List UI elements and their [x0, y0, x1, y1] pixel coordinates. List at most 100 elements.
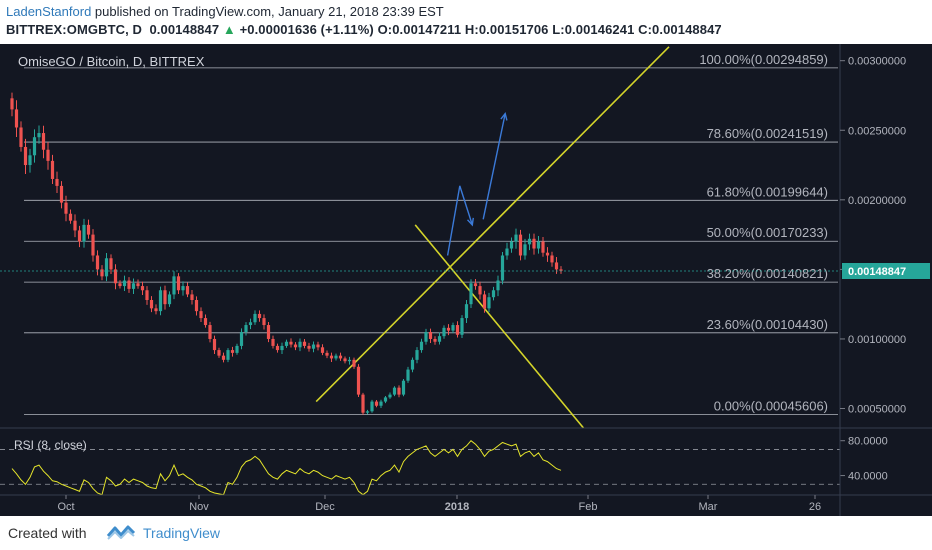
- candle-body: [518, 234, 523, 256]
- low-label: L:: [552, 22, 565, 37]
- candle-body: [140, 286, 145, 291]
- candle-body: [469, 283, 473, 305]
- fib-level-label: 50.00%(0.00170233): [707, 225, 828, 240]
- projection-arrow[interactable]: [446, 185, 473, 256]
- candle-body: [118, 283, 122, 287]
- candle-body: [28, 155, 32, 166]
- candle-body: [559, 269, 563, 271]
- close-value: 0.00148847: [652, 22, 722, 37]
- candle-body: [14, 109, 19, 128]
- candle-body: [203, 318, 208, 326]
- current-price-badge: [842, 262, 930, 279]
- price-tick-label: 0.00200000: [848, 195, 906, 207]
- drawing-annotations[interactable]: [315, 46, 670, 429]
- footer: Created with TradingView: [0, 516, 932, 550]
- publish-info: published on TradingView.com, January 21…: [94, 4, 444, 19]
- candle-body: [91, 234, 95, 256]
- candle-body: [212, 338, 217, 351]
- candle-body: [50, 160, 55, 179]
- candle-body: [361, 394, 365, 413]
- candle-body: [491, 290, 496, 298]
- rsi-line: [11, 440, 562, 496]
- rsi-pane: 80.0000 40.0000: [0, 436, 888, 496]
- created-with-label: Created with: [8, 525, 87, 541]
- candle-body: [514, 234, 518, 242]
- candle-body: [194, 300, 199, 312]
- time-tick-label: Feb: [579, 501, 598, 513]
- candle-body: [392, 387, 397, 395]
- candle-body: [509, 241, 514, 249]
- candle-body: [428, 332, 433, 339]
- candle-body: [122, 280, 127, 287]
- candle-body: [298, 341, 302, 348]
- candle-body: [343, 358, 347, 362]
- candle-body: [554, 262, 559, 270]
- candle-body: [451, 325, 455, 331]
- candle-body: [100, 269, 104, 277]
- candle-body: [433, 338, 437, 342]
- candle-body: [280, 345, 284, 351]
- candle-body: [446, 327, 451, 331]
- tradingview-logo-icon[interactable]: [106, 524, 136, 542]
- candle-body: [109, 258, 113, 270]
- candle-body: [388, 394, 392, 398]
- candle-body: [23, 146, 28, 166]
- candle-body: [154, 308, 158, 312]
- candle-body: [410, 359, 415, 370]
- candle-body: [352, 359, 356, 367]
- candle-body: [41, 133, 46, 150]
- candle-body: [248, 322, 253, 326]
- candle-body: [226, 350, 230, 360]
- open-value: 0.00147211: [392, 22, 462, 37]
- candle-body: [257, 313, 262, 319]
- fib-level-label: 78.60%(0.00241519): [707, 126, 828, 141]
- candle-body: [464, 304, 469, 319]
- candle-body: [334, 355, 338, 359]
- candle-body: [190, 294, 194, 300]
- chart-title: OmiseGO / Bitcoin, D, BITTREX: [18, 54, 205, 69]
- time-tick-label: Dec: [315, 501, 335, 513]
- candle-body: [356, 366, 361, 395]
- candle-body: [59, 185, 64, 203]
- projection-arrow[interactable]: [482, 113, 506, 220]
- candle-body: [347, 359, 352, 362]
- candle-body: [244, 325, 248, 332]
- candle-body: [365, 411, 370, 413]
- candle-body: [239, 332, 244, 346]
- candle-body: [536, 241, 541, 249]
- trend-line[interactable]: [414, 224, 585, 429]
- price-tick-label: 0.00300000: [848, 56, 906, 68]
- trend-line[interactable]: [315, 46, 670, 403]
- candle-body: [500, 255, 505, 281]
- candle-body: [293, 344, 298, 348]
- candle-body: [262, 318, 266, 326]
- time-tick-label: Nov: [189, 501, 209, 513]
- tradingview-link[interactable]: TradingView: [143, 525, 221, 541]
- candle-body: [424, 332, 428, 342]
- price-tick-label: 0.00050000: [848, 404, 906, 416]
- price-tick-label: 0.00250000: [848, 125, 906, 137]
- rsi-label: RSI (8, close): [14, 438, 87, 452]
- candle-body: [320, 347, 325, 353]
- candle-body: [158, 290, 163, 312]
- price-chart[interactable]: 100.00%(0.00294859) 78.60%(0.00241519) 61.…: [0, 44, 932, 516]
- chart-header: LadenStanford published on TradingView.c…: [0, 0, 932, 44]
- candlestick-series: [10, 92, 563, 415]
- last-price: 0.00148847: [149, 22, 220, 37]
- symbol-label: BITTREX:OMGBTC, D: [6, 22, 143, 37]
- candle-body: [181, 286, 185, 291]
- price-tick-label: 0.00100000: [848, 334, 906, 346]
- arrow-head: [466, 217, 474, 227]
- candle-body: [136, 283, 140, 287]
- author-link[interactable]: LadenStanford: [6, 4, 92, 19]
- candle-body: [208, 325, 212, 339]
- candle-body: [64, 202, 68, 214]
- candle-body: [77, 230, 82, 242]
- candle-body: [221, 355, 226, 360]
- candle-body: [235, 345, 239, 353]
- candle-body: [550, 255, 554, 263]
- candle-body: [302, 341, 307, 346]
- ohlc-line: BITTREX:OMGBTC, D 0.00148847 ▲ +0.000016…: [6, 22, 722, 37]
- fibonacci-retracement[interactable]: 100.00%(0.00294859) 78.60%(0.00241519) 61.…: [24, 52, 838, 416]
- candle-body: [230, 350, 235, 353]
